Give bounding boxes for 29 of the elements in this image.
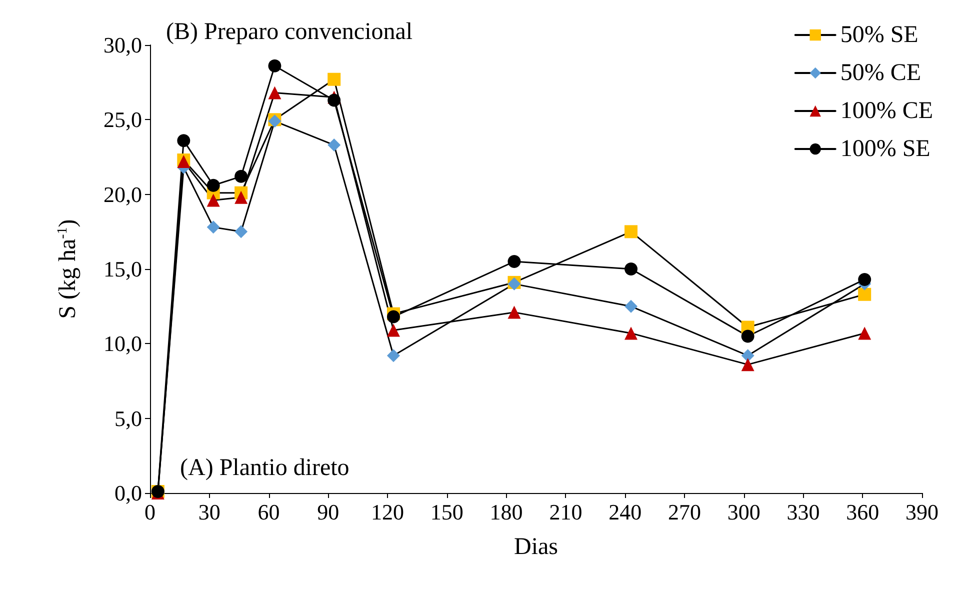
x-tick-label: 300	[727, 500, 760, 524]
legend-label: 100% SE	[840, 136, 930, 162]
x-tick-label: 30	[198, 500, 220, 524]
x-tick-label: 210	[549, 500, 582, 524]
legend-label: 50% SE	[840, 22, 918, 48]
y-tick-label: 30,0	[104, 32, 142, 58]
y-tick-label: 25,0	[104, 107, 142, 132]
text: (B) Preparo convencional	[166, 19, 413, 45]
y-tick-label: 20,0	[104, 182, 142, 207]
x-tick-label: 60	[258, 500, 280, 524]
legend-label: 50% CE	[840, 60, 922, 86]
x-tick-label: 120	[371, 500, 404, 524]
x-tick-label: 150	[430, 500, 464, 524]
x-tick-label: 180	[490, 500, 523, 524]
legend-label: 100% CE	[840, 98, 934, 124]
y-tick-label: 10,0	[104, 331, 142, 356]
x-tick-label: 360	[846, 500, 880, 524]
x-tick-label: 0	[144, 500, 156, 524]
y-tick-label: 5,0	[114, 406, 142, 431]
x-tick-label: 90	[317, 500, 340, 524]
y-axis-title: S (kg ha-1)	[55, 219, 81, 319]
y-tick-label: 15,0	[104, 256, 142, 282]
annotation: (A) Plantio direto	[180, 455, 350, 481]
x-tick-label: 390	[906, 500, 938, 524]
x-tick-label: 270	[668, 500, 701, 524]
x-tick-label: 330	[786, 500, 820, 524]
x-axis-title: Dias	[514, 534, 558, 560]
x-tick-label: 240	[608, 500, 642, 524]
y-tick-label: 0,0	[114, 480, 142, 506]
